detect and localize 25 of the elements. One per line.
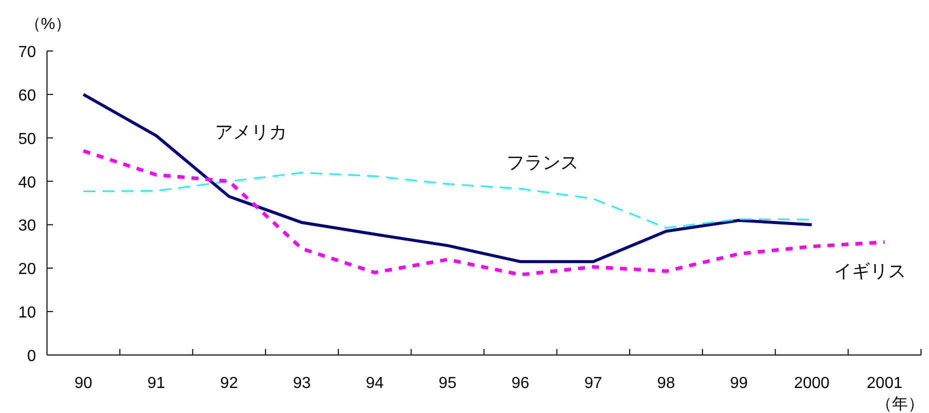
x-tick-label: 92	[220, 375, 238, 392]
series-label: アメリカ	[214, 122, 287, 142]
x-axis-title: （年）	[876, 396, 924, 413]
x-tick-label: 96	[512, 375, 530, 392]
x-tick-label: 99	[730, 375, 748, 392]
y-tick-label: 0	[27, 348, 36, 365]
x-tick-label: 2000	[794, 375, 830, 392]
series-label: フランス	[506, 152, 578, 172]
x-tick-label: 2001	[866, 375, 902, 392]
y-tick-label: 70	[18, 44, 36, 61]
y-tick-label: 60	[18, 87, 36, 104]
y-tick-label: 30	[18, 218, 36, 235]
y-tick-label: 40	[18, 174, 36, 192]
x-tick-label: 94	[366, 375, 384, 392]
x-tick-label: 97	[584, 375, 602, 392]
x-tick-label: 91	[147, 375, 166, 392]
x-tick-label: 93	[293, 375, 311, 392]
y-tick-label: 10	[18, 304, 36, 322]
x-tick-label: 90	[74, 375, 92, 392]
y-axis-title: （%）	[24, 16, 72, 33]
series-label: イギリス	[834, 260, 906, 281]
x-tick-label: 95	[438, 375, 457, 392]
y-tick-label: 50	[18, 130, 36, 148]
y-tick-label: 20	[18, 261, 36, 278]
x-tick-label: 98	[657, 375, 676, 392]
